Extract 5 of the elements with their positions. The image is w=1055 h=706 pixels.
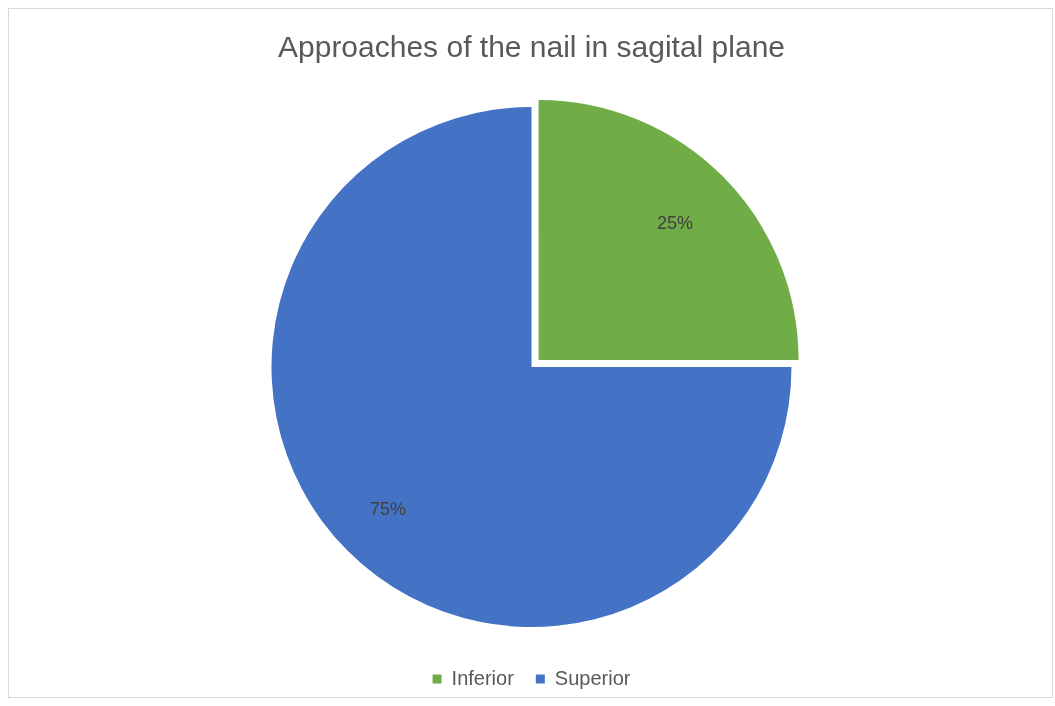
- legend-label: Inferior: [451, 666, 515, 689]
- data-label: 25%: [656, 212, 693, 233]
- data-label: 75%: [370, 499, 407, 520]
- chart-title: Approaches of the nail in sagital plane: [277, 30, 786, 64]
- legend-label: Superior: [554, 666, 631, 689]
